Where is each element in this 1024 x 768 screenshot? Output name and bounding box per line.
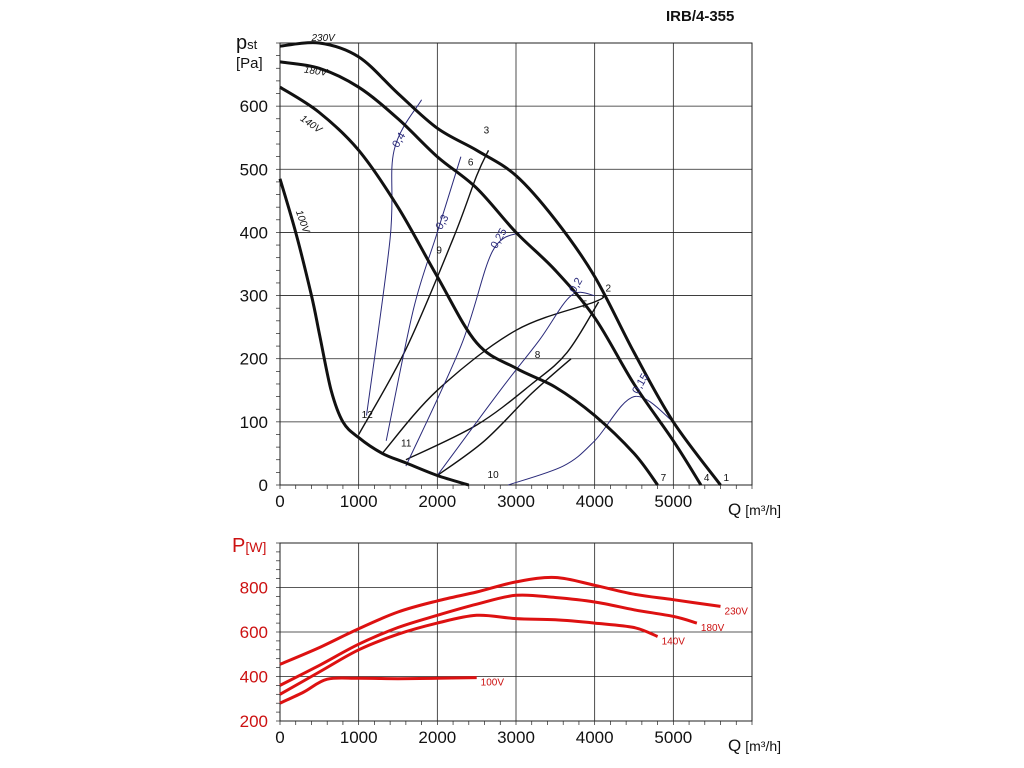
operating-point-label: 5 (582, 299, 588, 310)
system-curve (381, 295, 605, 454)
power-y-tick-label: 400 (240, 668, 268, 687)
top-text: 0 1000 2000 3000 4000 5000 0 100 200 300 400 500 600… (236, 32, 781, 519)
power-x-tick-label: 1000 (340, 728, 378, 747)
bottom-grid (276, 542, 753, 725)
operating-point-label: 6 (468, 157, 474, 168)
efficiency-curve (507, 396, 674, 486)
bottom-marks (279, 575, 721, 705)
operating-point-label: 11 (401, 438, 412, 449)
power-x-tick-label: 2000 (418, 728, 456, 747)
chart-title: IRB/4-355 (666, 8, 735, 25)
pressure-y-tick-label: 0 (259, 476, 268, 495)
operating-point-label: 1 (724, 473, 730, 484)
power-curve-230v (279, 575, 721, 666)
pressure-y-axis-symbol: p (236, 32, 247, 54)
pressure-x-axis-unit: [m³/h] (745, 502, 781, 518)
pressure-x-tick-label: 3000 (497, 492, 535, 511)
pressure-x-axis-label: Q [m³/h] (728, 500, 781, 519)
power-curve-label: 180V (701, 623, 725, 634)
pressure-curve-label: 180V (303, 65, 329, 79)
power-y-axis-label: P[W] (232, 535, 266, 557)
power-x-tick-label: 3000 (497, 728, 535, 747)
operating-point-label: 3 (484, 126, 490, 137)
efficiency-label: 0,4 (390, 131, 408, 150)
pressure-y-tick-label: 100 (240, 413, 268, 432)
power-x-axis-label: Q [m³/h] (728, 736, 781, 755)
pressure-y-tick-label: 200 (240, 350, 268, 369)
power-x-tick-label: 0 (275, 728, 284, 747)
pressure-x-tick-label: 0 (275, 492, 284, 511)
system-curve (358, 150, 490, 435)
system-curve (405, 301, 600, 461)
power-x-tick-label: 5000 (654, 728, 692, 747)
power-y-tick-label: 600 (240, 623, 268, 642)
power-x-axis-unit: [m³/h] (745, 738, 781, 754)
bottom-text: 0 1000 2000 3000 4000 5000 200 400 600 800 Q [m³/h]… (232, 535, 781, 755)
system-curve (436, 358, 572, 477)
power-curve-label: 140V (662, 636, 686, 647)
pressure-y-axis-subscript: st (247, 37, 258, 52)
efficiency-label: 0,15 (630, 372, 651, 397)
top-marks (278, 41, 722, 487)
pressure-y-tick-label: 300 (240, 287, 268, 306)
pressure-x-axis-symbol: Q (728, 500, 741, 519)
power-curve-label: 230V (725, 606, 749, 617)
operating-point-label: 9 (436, 246, 442, 257)
pressure-y-tick-label: 400 (240, 223, 268, 242)
pressure-x-tick-label: 4000 (576, 492, 614, 511)
power-curve-140v (279, 613, 659, 696)
fan-curve-140v (279, 85, 659, 486)
pressure-x-tick-label: 2000 (418, 492, 456, 511)
top-grid (276, 42, 753, 489)
operating-point-label: 8 (535, 350, 541, 361)
operating-point-label: 2 (606, 284, 612, 295)
pressure-y-tick-label: 600 (240, 97, 268, 116)
efficiency-curve (385, 156, 462, 441)
efficiency-label: 0,25 (489, 226, 510, 251)
power-y-axis-symbol: P (232, 535, 245, 557)
pressure-y-axis-label: pst (236, 32, 258, 54)
power-x-tick-label: 4000 (576, 728, 614, 747)
operating-point-label: 4 (704, 473, 710, 484)
power-curve-100v (279, 676, 477, 705)
power-y-tick-label: 800 (240, 579, 268, 598)
pressure-x-tick-label: 1000 (340, 492, 378, 511)
power-y-axis-unit: [W] (245, 539, 266, 555)
efficiency-curve (366, 99, 423, 416)
fan-curve-100v (278, 178, 470, 487)
pressure-curve-label: 140V (298, 113, 325, 136)
operating-point-label: 12 (362, 410, 374, 421)
power-curve-180v (279, 593, 698, 687)
operating-point-label: 7 (661, 473, 667, 484)
efficiency-curve (405, 231, 521, 467)
fan-curve-230v (279, 41, 722, 486)
pressure-x-tick-label: 5000 (654, 492, 692, 511)
fan-curve-180v (279, 60, 703, 486)
efficiency-label: 0,3 (434, 213, 452, 232)
power-x-axis-symbol: Q (728, 736, 741, 755)
power-curve-label: 100V (481, 678, 505, 689)
pressure-curve-label: 230V (310, 33, 336, 44)
pressure-y-tick-label: 500 (240, 160, 268, 179)
power-y-tick-label: 200 (240, 712, 268, 731)
operating-point-label: 10 (488, 470, 500, 481)
pressure-y-axis-unit: [Pa] (236, 55, 263, 72)
